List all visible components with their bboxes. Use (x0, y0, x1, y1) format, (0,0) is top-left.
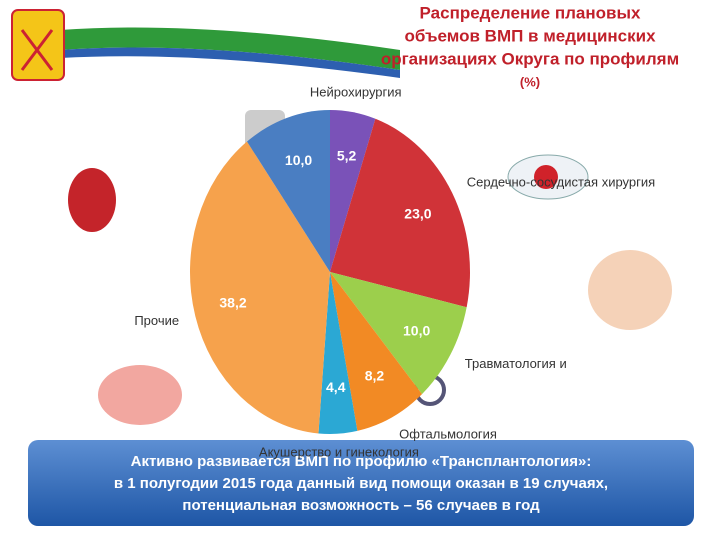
pie-slice (330, 272, 423, 431)
pie (190, 110, 470, 434)
emblem (11, 9, 65, 81)
ribbon (60, 47, 400, 78)
subtitle: (%) (520, 74, 540, 89)
pie-slice (330, 272, 467, 395)
pie-slice (318, 272, 358, 434)
value-label: 4,4 (326, 379, 346, 395)
pie-slice (330, 118, 470, 308)
baby-icon (588, 250, 672, 330)
banner (28, 440, 694, 526)
value-label: 38,2 (219, 294, 246, 310)
ribbon (60, 27, 400, 70)
banner-line: потенциальная возможность – 56 случаев в… (182, 497, 540, 514)
eye-pupil (534, 165, 558, 189)
banner-line: в 1 полугодии 2015 года данный вид помощ… (114, 475, 608, 492)
pie-slice (246, 110, 330, 272)
title-line: объемов ВМП в медицинских (404, 26, 656, 45)
category-label: Прочие (134, 313, 179, 328)
category-label: Офтальмология (399, 426, 497, 441)
value-label: 5,2 (337, 148, 357, 164)
heart-icon (68, 168, 116, 232)
banner-line: Активно развивается ВМП по профилю «Тран… (131, 453, 592, 470)
value-label: 23,0 (404, 206, 431, 222)
value-label: 8,2 (365, 367, 385, 383)
value-label: 10,0 (403, 322, 430, 338)
title-line: организациях Округа по профилям (381, 49, 679, 68)
category-label: Нейрохирургия (310, 84, 402, 99)
brain-icon (98, 365, 182, 425)
category-label: Сердечно-сосудистая хирургия (467, 175, 655, 190)
emblem-mark (20, 29, 54, 71)
pie-slice (330, 110, 376, 272)
value-label: 10,0 (285, 152, 312, 168)
pie-slice (190, 141, 330, 434)
category-label: Акушерство и гинекология (259, 445, 419, 460)
title-line: Распределение плановых (420, 3, 641, 22)
category-label: Травматология и (465, 356, 567, 371)
